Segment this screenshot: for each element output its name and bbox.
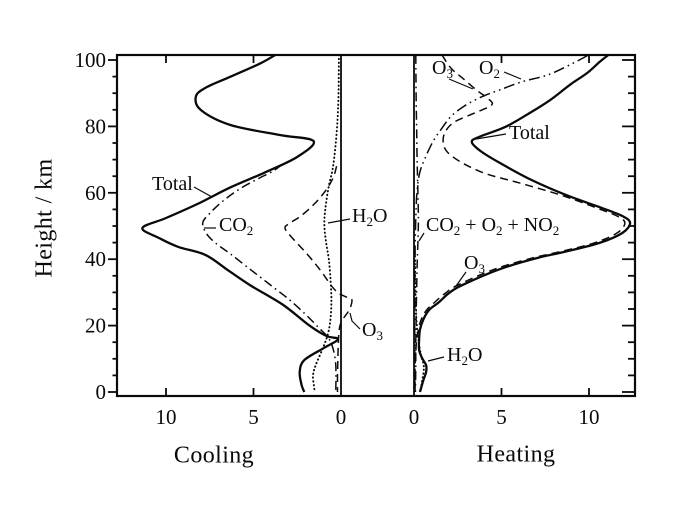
annotation-heating-total: Total (509, 122, 550, 144)
curve-heating-total (417, 54, 632, 393)
annotation-heating-o3: O3 (432, 57, 453, 81)
annotation-pointer-cooling-total (193, 186, 213, 198)
annotation-pointer-cooling-o3 (349, 312, 361, 330)
cooling-axis-title: Cooling (173, 442, 255, 469)
heating-x-tick-label: 5 (496, 405, 507, 429)
curve-cooling-total (141, 54, 340, 393)
annotation-cooling-total: Total (152, 173, 193, 195)
annotation-pointer-heating-total (475, 133, 507, 140)
annotation-cooling-co2: CO2 (219, 214, 253, 238)
cooling-x-tick-label: 10 (156, 405, 177, 429)
y-tick-label: 80 (85, 114, 106, 138)
cooling-x-tick-label: 0 (336, 405, 347, 429)
annotation-pointer-heating-h2o (427, 356, 445, 362)
y-tick-label: 100 (75, 48, 107, 72)
annotation-heating-co2-o2-no2: CO2 + O2 + NO2 (426, 214, 559, 238)
annotation-pointer-heating-o2 (503, 71, 522, 80)
cooling-x-tick-label: 5 (248, 405, 259, 429)
annotation-heating-h2o: H2O (447, 344, 482, 368)
annotation-pointer-heating-o3 (448, 78, 474, 90)
curve-cooling-h2o (311, 54, 340, 393)
annotation-cooling-h2o: H2O (352, 205, 387, 229)
y-tick-label: 40 (85, 247, 106, 271)
y-axis-title: Height / km (31, 158, 58, 278)
curve-heating-o3 (414, 54, 626, 393)
heating-x-tick-label: 10 (579, 405, 600, 429)
curve-cooling-co2 (201, 163, 337, 393)
annotation-pointer-heating-o3 (455, 271, 467, 287)
y-tick-label: 60 (85, 181, 106, 205)
axis-ticks (108, 55, 635, 396)
y-tick-label: 20 (85, 314, 106, 338)
y-tick-label: 0 (96, 380, 107, 404)
annotation-cooling-o3: O3 (362, 319, 383, 343)
annotation-pointer-heating-co2-o2-no2 (418, 232, 425, 242)
curve-heating-co2-o2-no2 (414, 54, 420, 393)
heating-axis-title: Heating (476, 441, 556, 468)
annotation-heating-o2: O2 (479, 57, 500, 81)
curve-cooling-o3 (284, 165, 353, 393)
annotation-pointer-cooling-h2o (327, 218, 351, 224)
curve-heating-h2o (413, 251, 425, 393)
annotation-heating-o3: O3 (464, 252, 485, 276)
heating-x-tick-label: 0 (409, 405, 420, 429)
